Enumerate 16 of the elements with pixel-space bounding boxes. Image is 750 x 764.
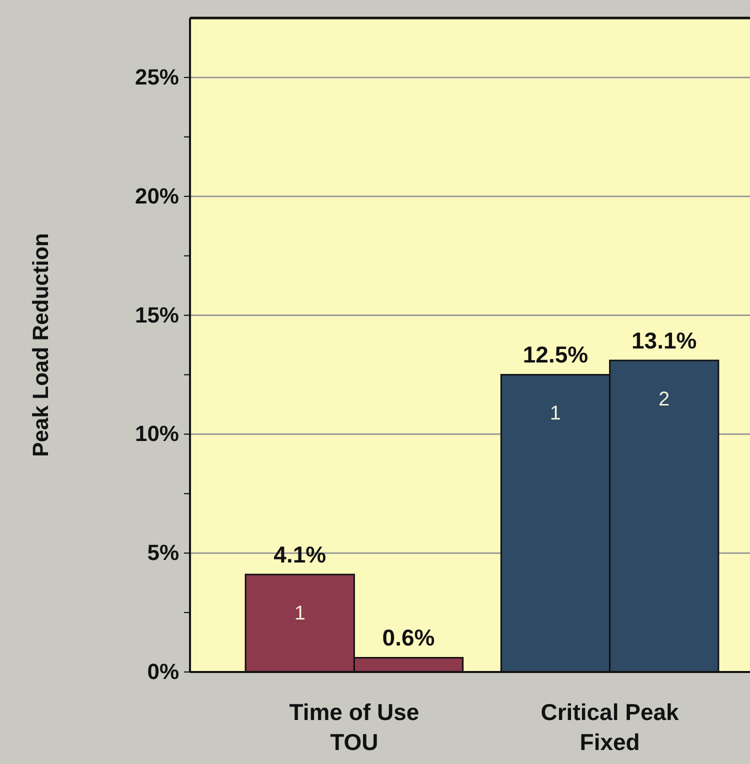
text: 1 bbox=[550, 402, 562, 425]
y-tick-label: 25% bbox=[134, 64, 179, 90]
data-label: 4.1% bbox=[274, 541, 326, 568]
series-label: 2 bbox=[658, 388, 670, 410]
data-label: 12.5% bbox=[522, 342, 588, 368]
y-tick-label: 20% bbox=[134, 183, 179, 208]
y-axis-title: Peak Load Reduction bbox=[28, 233, 53, 457]
data-label: 13.1% bbox=[632, 327, 697, 354]
y-tick-label: 10% bbox=[134, 421, 179, 446]
data-label: 0.6% bbox=[382, 624, 435, 651]
x-tick-label: Time of Use TOU bbox=[289, 699, 420, 755]
y-tick-label: 15% bbox=[134, 302, 179, 328]
series-label: 1 bbox=[294, 602, 306, 624]
y-tick-label: 5% bbox=[147, 540, 179, 566]
x-tick-label: Critical Peak Fixed bbox=[540, 699, 680, 755]
y-tick-label: 0% bbox=[147, 659, 179, 684]
